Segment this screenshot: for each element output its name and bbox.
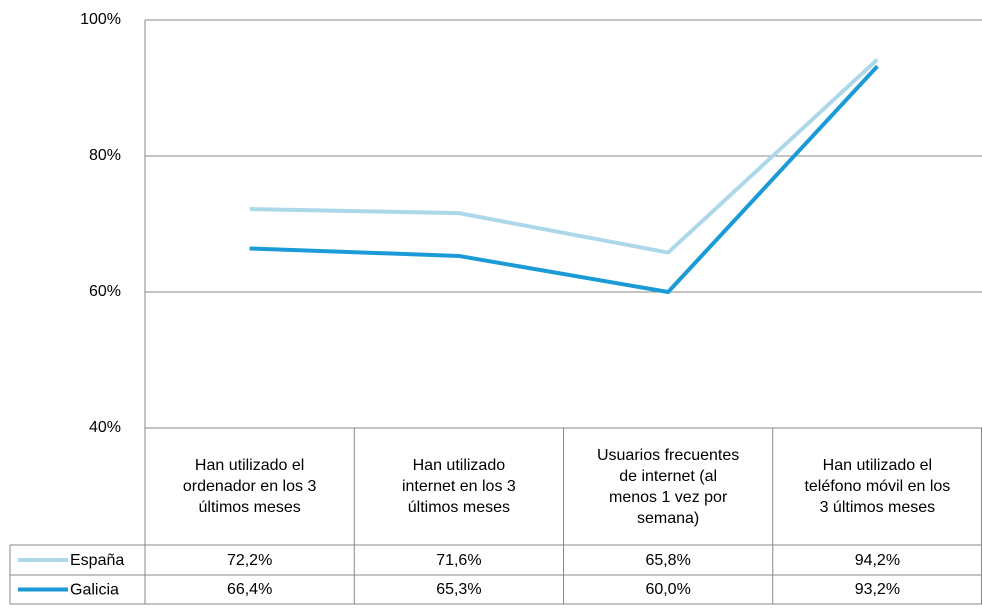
value-label: 94,2% (854, 551, 901, 569)
category-label: Han utilizado el ordenador en los 3 últi… (182, 457, 317, 516)
value-label: 93,2% (854, 581, 901, 598)
y-tick-label: 100% (80, 11, 121, 28)
legend-label: Galicia (70, 582, 119, 599)
legend-label: España (70, 552, 124, 569)
category-label: Han utilizado internet en los 3 últimos … (401, 457, 516, 516)
value-label: 65,8% (645, 551, 691, 569)
value-label: 72,2% (226, 551, 273, 569)
y-tick-label: 40% (89, 419, 121, 436)
category-label: Usuarios frecuentes de internet (al meno… (596, 446, 740, 527)
value-label: 60,0% (645, 581, 691, 598)
value-label: 65,3% (436, 581, 482, 598)
series-line (249, 57, 879, 255)
value-label: 71,6% (436, 551, 482, 569)
y-tick-label: 80% (89, 147, 121, 164)
category-label: Han utilizado el teléfono móvil en los 3… (804, 457, 951, 516)
series-line (249, 64, 879, 294)
y-tick-label: 60% (89, 283, 121, 300)
value-label: 66,4% (226, 581, 273, 598)
